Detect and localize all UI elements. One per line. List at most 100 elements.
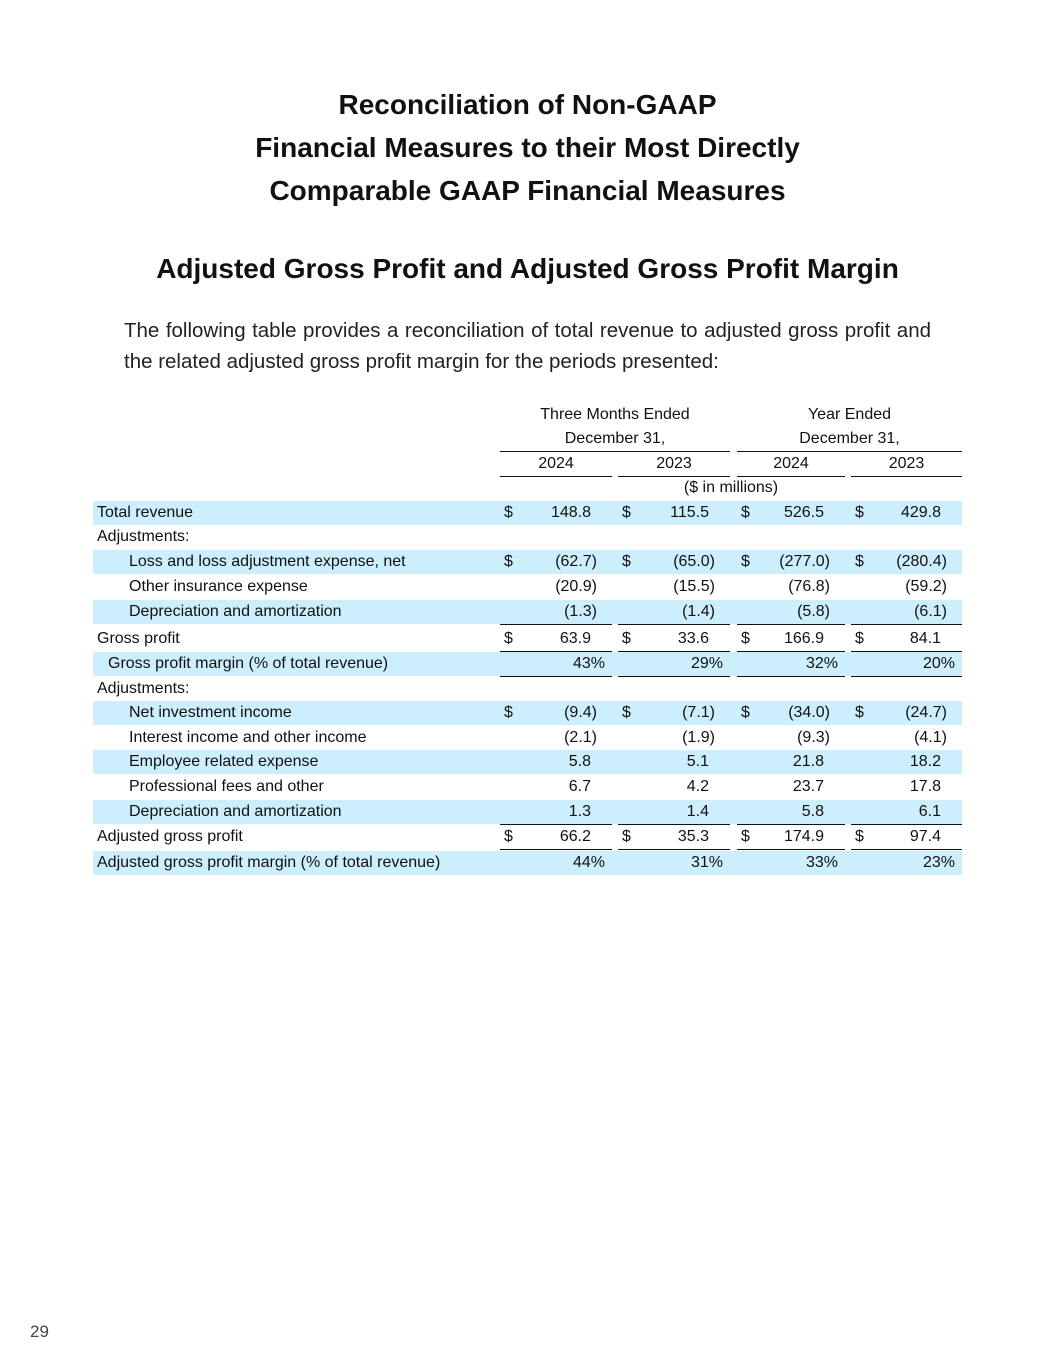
intro-paragraph: The following table provides a reconcili… — [124, 319, 931, 373]
header-rule — [500, 476, 612, 477]
cell-value: (9.3) — [797, 729, 830, 746]
currency-symbol: $ — [622, 704, 631, 721]
subtitle: Adjusted Gross Profit and Adjusted Gross… — [156, 253, 899, 284]
cell-value: 44% — [572, 854, 605, 871]
row-label: Loss and loss adjustment expense, net — [129, 553, 406, 570]
underline — [737, 651, 845, 652]
underline — [851, 824, 962, 825]
cell-value: 526.5 — [783, 504, 824, 521]
page-number: 29 — [30, 1322, 49, 1341]
underline — [737, 676, 845, 677]
cell-value: 23% — [922, 854, 955, 871]
row-label: Adjusted gross profit — [97, 828, 243, 845]
header-rule — [737, 476, 845, 477]
row-label: Employee related expense — [129, 753, 319, 770]
cell-value: (277.0) — [779, 553, 830, 570]
cell-value: (15.5) — [673, 578, 715, 595]
underline — [618, 849, 730, 850]
underline — [500, 624, 612, 625]
underline — [618, 824, 730, 825]
cell-value: (24.7) — [905, 704, 947, 721]
cell-value: 6.7 — [568, 778, 591, 795]
currency-symbol: $ — [504, 504, 513, 521]
underline — [851, 676, 962, 677]
cell-value: (9.4) — [564, 704, 597, 721]
row-shading — [93, 750, 962, 774]
cell-value: 429.8 — [900, 504, 941, 521]
underline — [500, 824, 612, 825]
cell-value: (7.1) — [682, 704, 715, 721]
row-label: Gross profit — [97, 630, 180, 647]
row-shading — [93, 501, 962, 525]
row-shading — [93, 550, 962, 574]
cell-value: (1.4) — [682, 603, 715, 620]
currency-symbol: $ — [855, 630, 864, 647]
underline — [851, 651, 962, 652]
cell-value: 1.3 — [568, 803, 591, 820]
currency-symbol: $ — [741, 704, 750, 721]
underline — [618, 624, 730, 625]
cell-value: 4.2 — [686, 778, 709, 795]
cell-value: 29% — [690, 655, 723, 672]
cell-value: 84.1 — [909, 630, 941, 647]
currency-symbol: $ — [504, 828, 513, 845]
currency-symbol: $ — [622, 828, 631, 845]
underline — [618, 676, 730, 677]
year-header: 2024 — [538, 455, 574, 472]
column-group-header: Three Months Ended — [540, 406, 690, 423]
currency-symbol: $ — [504, 553, 513, 570]
underline — [737, 624, 845, 625]
row-shading — [93, 600, 962, 624]
row-shading — [93, 851, 962, 875]
units-header: ($ in millions) — [683, 479, 779, 496]
cell-value: 66.2 — [559, 828, 591, 845]
underline — [500, 676, 612, 677]
year-header: 2023 — [888, 455, 925, 472]
cell-value: 21.8 — [792, 753, 824, 770]
header-rule — [737, 451, 962, 452]
cell-value: (280.4) — [896, 553, 947, 570]
title-line: Comparable GAAP Financial Measures — [269, 175, 786, 206]
underline — [500, 849, 612, 850]
year-header: 2024 — [773, 455, 809, 472]
title-line: Financial Measures to their Most Directl… — [255, 132, 800, 163]
cell-value: (2.1) — [564, 729, 597, 746]
cell-value: 17.8 — [909, 778, 941, 795]
row-shading — [93, 652, 962, 676]
underline — [851, 624, 962, 625]
cell-value: (34.0) — [788, 704, 830, 721]
row-label: Other insurance expense — [129, 578, 308, 595]
cell-value: (62.7) — [555, 553, 597, 570]
row-label: Adjusted gross profit margin (% of total… — [97, 854, 441, 871]
cell-value: (1.3) — [564, 603, 597, 620]
cell-value: (4.1) — [914, 729, 947, 746]
row-label: Net investment income — [129, 704, 292, 721]
cell-value: 33.6 — [677, 630, 709, 647]
currency-symbol: $ — [741, 630, 750, 647]
row-shading — [93, 800, 962, 824]
cell-value: (6.1) — [914, 603, 947, 620]
cell-value: 174.9 — [783, 828, 824, 845]
cell-value: 31% — [690, 854, 723, 871]
column-group-header: December 31, — [564, 430, 666, 447]
currency-symbol: $ — [855, 828, 864, 845]
underline — [737, 849, 845, 850]
cell-value: 97.4 — [909, 828, 941, 845]
cell-value: 18.2 — [909, 753, 941, 770]
cell-value: 148.8 — [550, 504, 591, 521]
currency-symbol: $ — [855, 553, 864, 570]
cell-value: 35.3 — [677, 828, 709, 845]
cell-value: 63.9 — [559, 630, 591, 647]
currency-symbol: $ — [741, 828, 750, 845]
cell-value: (65.0) — [673, 553, 715, 570]
currency-symbol: $ — [741, 504, 750, 521]
title-line: Reconciliation of Non-GAAP — [338, 89, 717, 120]
row-label: Total revenue — [97, 504, 194, 521]
header-rule — [618, 476, 730, 477]
column-group-header: December 31, — [799, 430, 900, 447]
cell-value: (5.8) — [797, 603, 830, 620]
currency-symbol: $ — [622, 553, 631, 570]
row-label: Adjustments: — [97, 680, 190, 697]
row-label: Interest income and other income — [129, 729, 367, 746]
row-label: Professional fees and other — [129, 778, 324, 795]
